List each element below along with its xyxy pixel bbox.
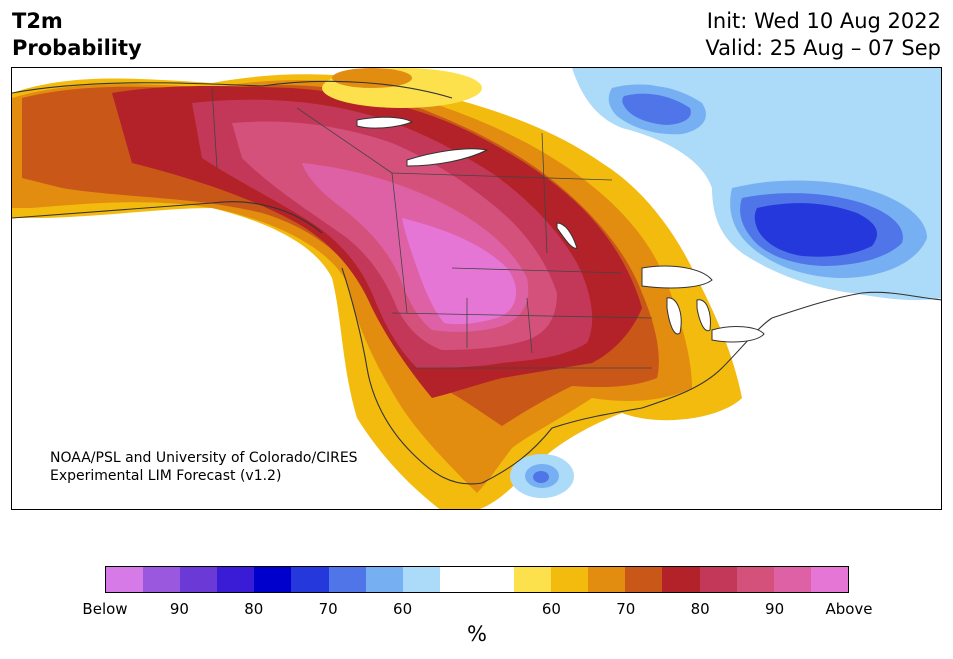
colorbar-swatch	[402, 567, 440, 592]
colorbar-tick-label: 90	[169, 600, 189, 618]
forecast-map: NOAA/PSL and University of Colorado/CIRE…	[11, 67, 942, 510]
colorbar-swatch	[699, 567, 737, 592]
probability-contour-map	[12, 68, 941, 509]
colorbar-swatch	[328, 567, 366, 592]
colorbar-swatch	[365, 567, 403, 592]
colorbar-swatch	[476, 567, 515, 592]
colorbar-swatch	[143, 567, 181, 592]
probability-colorbar	[105, 566, 849, 593]
forecast-dates: Init: Wed 10 Aug 2022 Valid: 25 Aug – 07…	[705, 9, 941, 60]
colorbar-tick-label: 80	[690, 600, 710, 618]
colorbar-swatch	[625, 567, 663, 592]
colorbar-swatch	[773, 567, 811, 592]
colorbar-swatch	[662, 567, 700, 592]
colorbar-swatch	[180, 567, 218, 592]
colorbar-swatch	[254, 567, 292, 592]
colorbar-tick-label: Below	[82, 600, 128, 618]
colorbar-swatch	[217, 567, 255, 592]
colorbar-tick-label: 80	[244, 600, 264, 618]
colorbar-tick-label: 70	[318, 600, 338, 618]
colorbar-tick-label: 70	[616, 600, 636, 618]
colorbar-swatch	[106, 567, 144, 592]
colorbar-unit: %	[467, 622, 487, 646]
colorbar-swatch	[588, 567, 626, 592]
colorbar-tick-label: 60	[393, 600, 413, 618]
colorbar-swatch	[551, 567, 589, 592]
colorbar-swatch	[810, 567, 848, 592]
colorbar-swatch	[736, 567, 774, 592]
data-credit: NOAA/PSL and University of Colorado/CIRE…	[50, 450, 358, 484]
colorbar-swatch	[291, 567, 329, 592]
colorbar-swatch	[514, 567, 552, 592]
colorbar-tick-label: 90	[765, 600, 785, 618]
colorbar-swatch	[439, 567, 477, 592]
colorbar-tick-label: Above	[825, 600, 873, 618]
colorbar-tick-label: 60	[541, 600, 561, 618]
map-title: T2m Probability	[12, 9, 142, 60]
